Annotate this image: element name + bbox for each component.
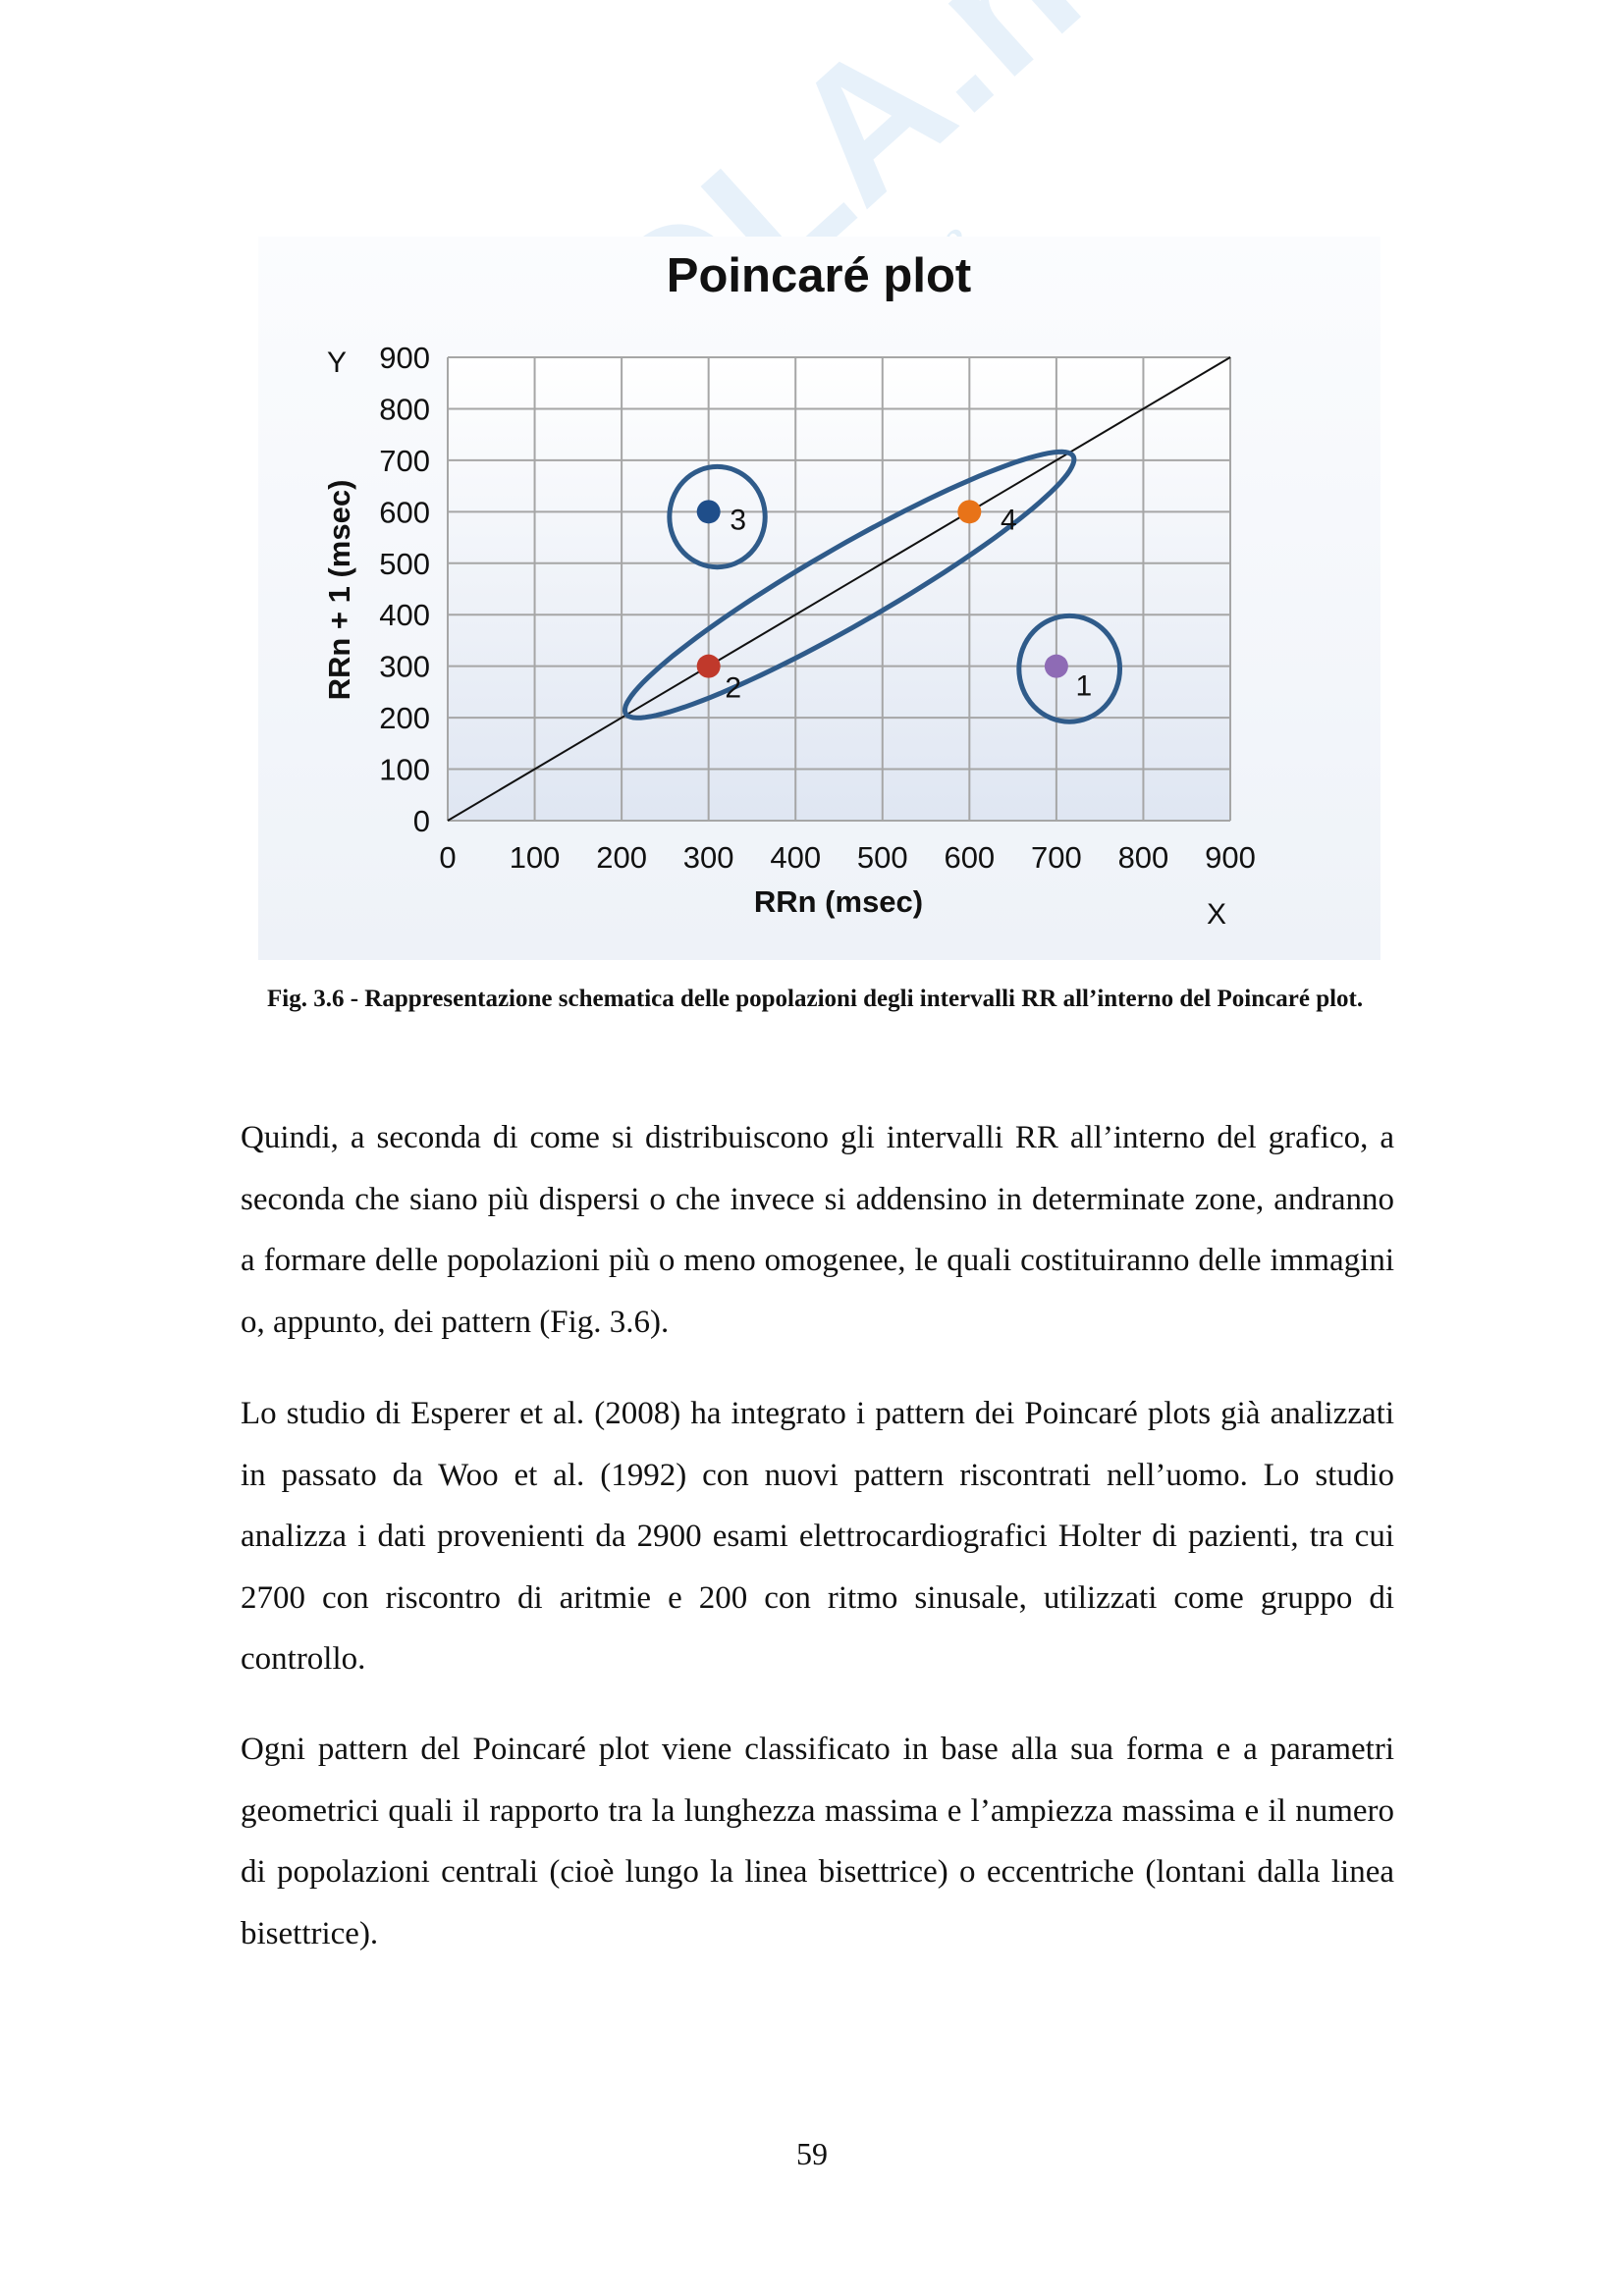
data-point [1044,654,1068,678]
identity-line [447,356,1231,822]
x-tick-label: 0 [439,840,456,875]
data-point [696,500,721,524]
y-tick-label: 200 [379,701,430,735]
population-circle [1016,613,1123,724]
y-tick-label: 100 [379,753,430,787]
x-tick-label: 700 [1031,840,1082,875]
x-tick-label: 400 [770,840,821,875]
x-tick-label: 900 [1205,840,1256,875]
population-circle [667,463,768,570]
y-tick-label: 800 [379,392,430,426]
data-point [696,654,721,678]
x-tick-label: 600 [944,840,995,875]
point-label: 1 [1076,670,1093,703]
y-tick-label: 700 [379,444,430,478]
population-ellipse [622,449,1077,721]
point-label: 4 [1001,504,1017,536]
y-tick-label: 300 [379,650,430,684]
x-tick-label: 800 [1118,840,1169,875]
point-label: 2 [725,672,741,705]
y-tick-label: 0 [413,804,430,838]
x-tick-label: 100 [510,840,561,875]
data-point [957,500,982,524]
y-axis-title: RRn + 1 (msec) [322,480,356,701]
chart-title: Poincaré plot [667,249,971,302]
point-label: 3 [730,504,746,536]
x-axis-title: RRn (msec) [754,884,923,919]
poincare-chart: 0 100 200 300 400 500 600 700 800 900 0 100 200 300 40… [322,249,1256,931]
figure-caption: Fig. 3.6 - Rappresentazione schematica d… [267,986,1364,1012]
page-number: 59 [796,2136,828,2171]
x-tick-label: 500 [857,840,908,875]
chart-figure: 0 100 200 300 400 500 600 700 800 900 0 100 200 300 40… [258,237,1380,960]
x-tick-label: 200 [596,840,647,875]
y-tick-label: 900 [379,341,430,375]
paragraph: Lo studio di Esperer et al. (2008) ha in… [241,1396,1394,1677]
y-axis-letter: Y [327,347,347,379]
x-axis-letter: X [1207,898,1226,931]
y-tick-label: 400 [379,598,430,632]
paragraph: Ogni pattern del Poincaré plot viene cla… [241,1732,1394,1951]
paragraph: Quindi, a seconda di come si distribuisc… [241,1120,1394,1340]
x-tick-label: 300 [683,840,734,875]
y-tick-label: 500 [379,547,430,581]
y-tick-label: 600 [379,495,430,529]
